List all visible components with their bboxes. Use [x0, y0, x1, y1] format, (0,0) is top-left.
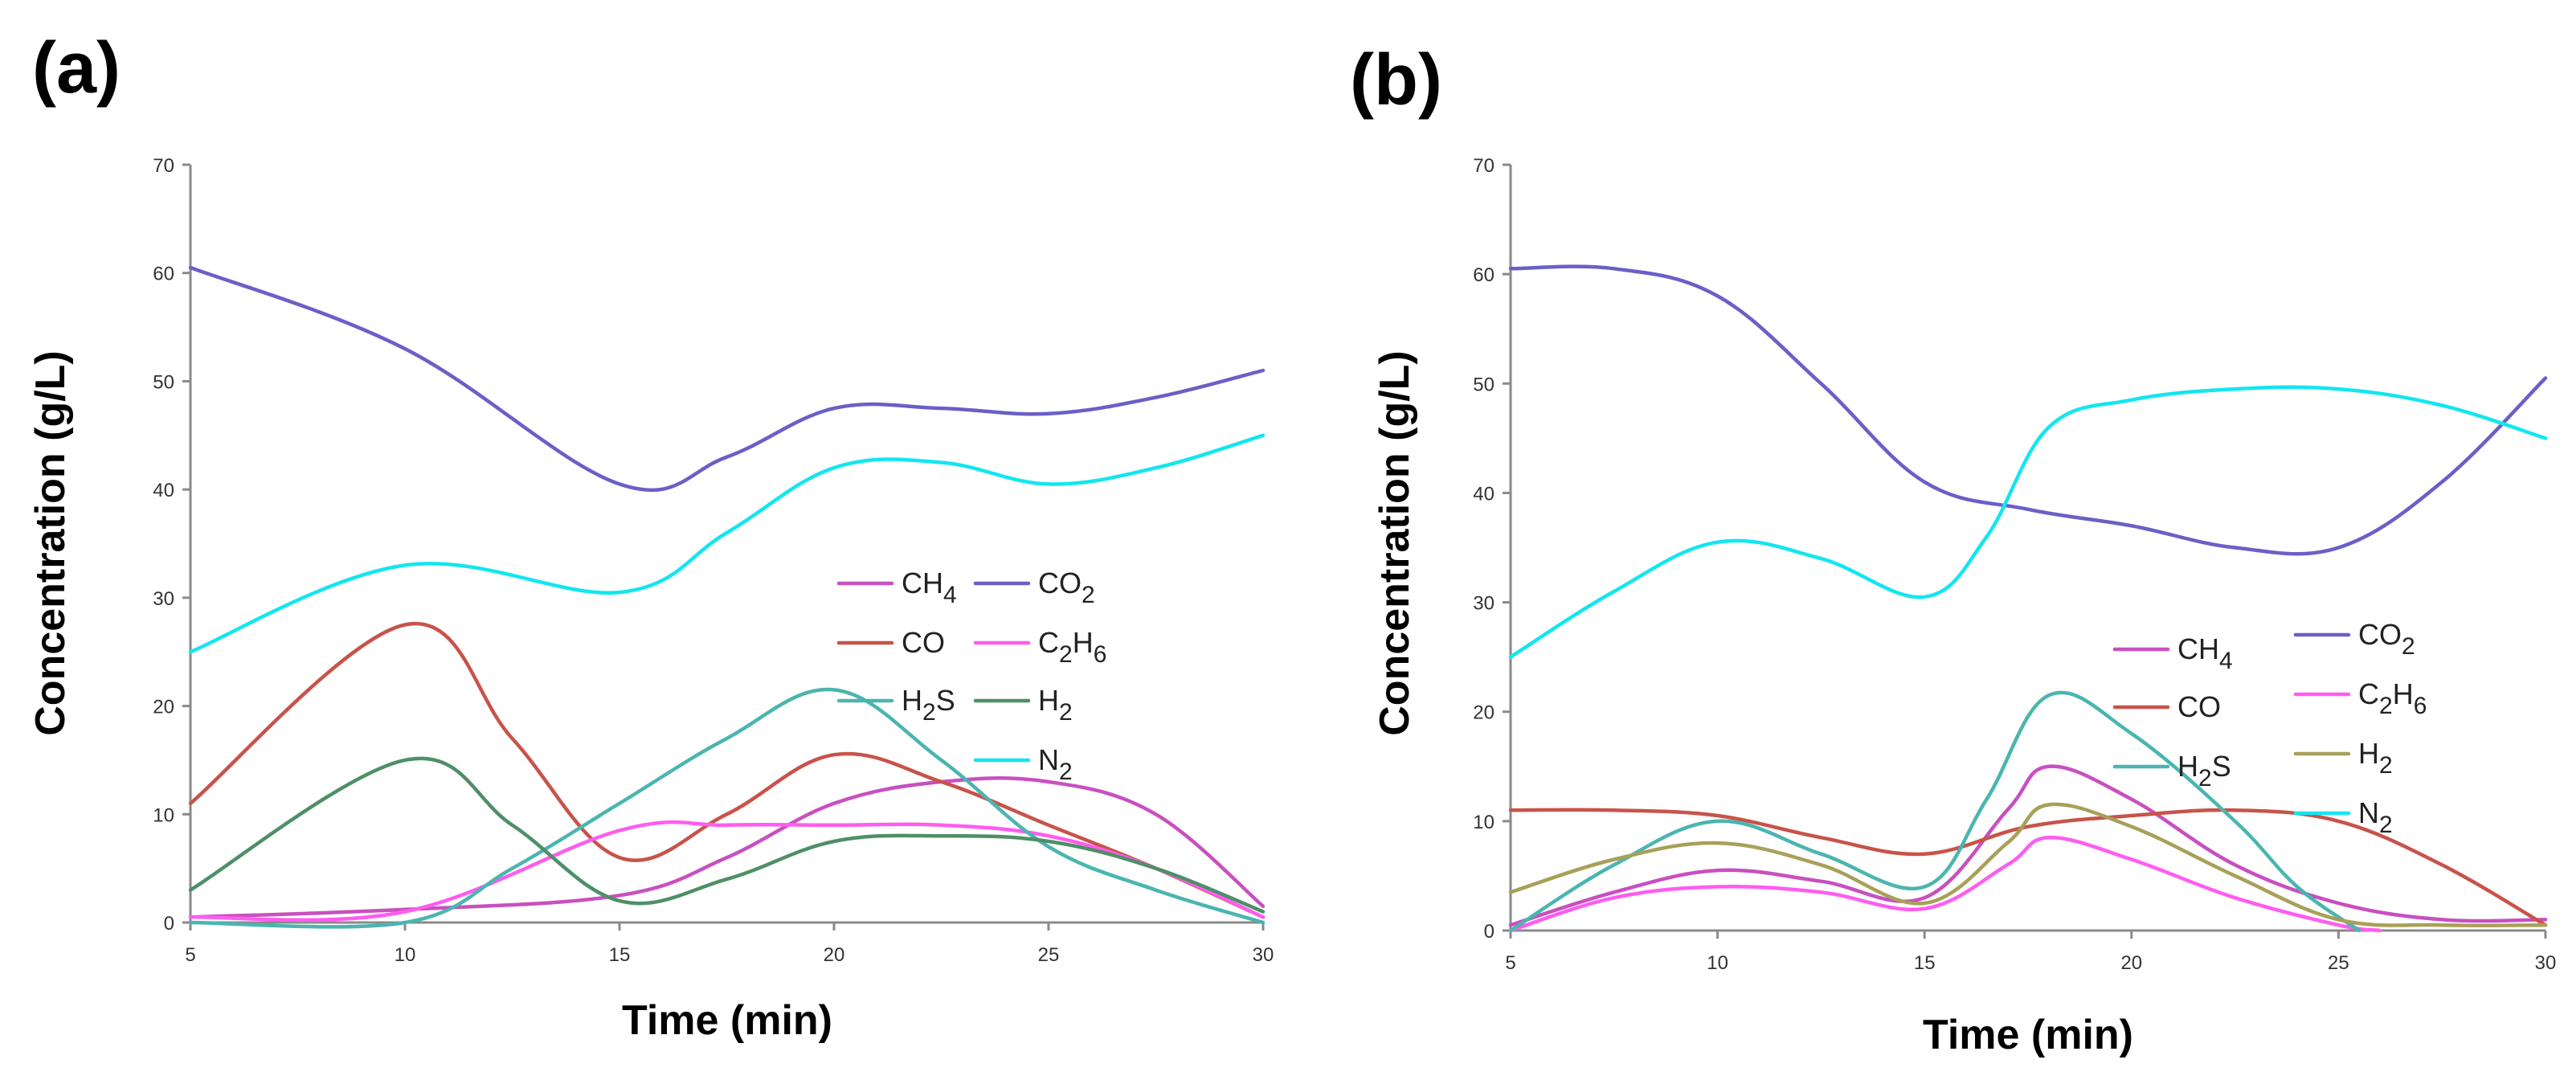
y-tick-label: 30: [1473, 593, 1494, 615]
legend-label-co2: CO2: [2358, 618, 2415, 660]
y-tick-label: 40: [153, 480, 174, 501]
legend-label-part: CO: [2177, 690, 2221, 723]
legend-label-part: CH: [2177, 632, 2219, 665]
legend-label-h2s: H2S: [2177, 750, 2231, 792]
legend-label-part: 2: [2198, 765, 2212, 792]
y-tick-label: 50: [153, 371, 174, 393]
y-axis-title: Concentration (g/L): [1372, 350, 1418, 736]
legend-label-part: 4: [2219, 648, 2233, 674]
x-axis-title: Time (min): [622, 997, 832, 1044]
x-axis-title: Time (min): [1923, 1012, 2133, 1058]
y-tick-label: 10: [1473, 812, 1494, 833]
x-tick-label: 10: [395, 944, 416, 966]
legend-label-part: H: [1073, 626, 1094, 659]
series-line-n2: [1508, 385, 2548, 659]
legend-label-co: CO: [902, 626, 945, 659]
legend-label-n2: N2: [2358, 796, 2393, 838]
legend-label-c2h6: C2H6: [2358, 677, 2427, 719]
legend-label-part: 2: [1059, 759, 1073, 785]
legend-label-h2: H2: [1038, 684, 1073, 726]
x-tick-label: 25: [1038, 944, 1060, 966]
legend-label-part: H: [1038, 684, 1059, 717]
y-tick-label: 40: [1473, 483, 1494, 505]
legend-label-part: C: [1038, 626, 1059, 659]
series-line-c2h6: [188, 820, 1266, 922]
legend-label-part: 6: [2414, 693, 2427, 719]
legend-label-part: H: [902, 684, 922, 717]
y-tick-label: 70: [153, 155, 174, 177]
y-tick-label: 0: [164, 913, 174, 935]
legend-label-part: 2: [2379, 812, 2393, 838]
series-line-co2: [188, 265, 1266, 493]
series-line-co: [188, 621, 1266, 919]
legend-label-part: CO: [2358, 618, 2402, 651]
legend-label-c2h6: C2H6: [1038, 626, 1106, 668]
legend-label-n2: N2: [1038, 743, 1073, 785]
series-line-h2: [1508, 802, 2548, 927]
legend-label-ch4: CH4: [902, 567, 957, 608]
legend-label-part: 2: [2379, 752, 2393, 779]
legend-label-part: C: [2358, 677, 2379, 710]
legend-label-co: CO: [2177, 690, 2221, 723]
x-tick-label: 15: [609, 944, 631, 966]
legend-label-part: 2: [922, 699, 936, 726]
legend-label-part: 2: [1059, 699, 1073, 726]
chart-panel-a: (a) 0 10 20 30 40 50 60 70 5 10 15 20 25 30 Time (min) C…: [27, 28, 1274, 1044]
y-tick-label: 20: [153, 697, 174, 718]
series-line-n2: [188, 433, 1266, 654]
x-tick-label: 30: [2535, 952, 2557, 974]
legend-label-ch4: CH4: [2177, 632, 2233, 674]
series-line-c2h6: [1508, 836, 2382, 933]
y-tick-label: 50: [1473, 374, 1494, 395]
legend-label-part: H: [2393, 677, 2414, 710]
legend-label-co2: CO2: [1038, 567, 1095, 608]
x-tick-label: 20: [2120, 952, 2142, 974]
series-line-ch4: [1508, 764, 2548, 927]
x-tick-label: 10: [1707, 952, 1728, 974]
y-tick-label: 10: [153, 804, 174, 826]
series-line-co2: [1508, 264, 2548, 556]
panel-label: (b): [1350, 40, 1442, 121]
legend-label-h2: H2: [2358, 737, 2393, 779]
series-line-h2: [188, 756, 1266, 914]
x-tick-label: 25: [2328, 952, 2349, 974]
legend-label-part: 4: [943, 582, 957, 608]
y-tick-label: 70: [1473, 155, 1494, 177]
x-tick-label: 30: [1253, 944, 1274, 966]
legend-label-part: H: [2358, 737, 2379, 770]
panel-label: (a): [32, 28, 121, 108]
y-tick-label: 60: [1473, 264, 1494, 286]
legend-label-part: 6: [1094, 641, 1107, 668]
legend-label-part: 2: [1059, 641, 1073, 668]
legend-label-part: N: [1038, 743, 1059, 776]
legend-label-part: CO: [1038, 567, 1082, 599]
x-tick-label: 5: [185, 944, 195, 966]
legend-label-part: 2: [2402, 633, 2415, 660]
y-tick-label: 60: [153, 264, 174, 285]
legend-label-part: H: [2177, 750, 2198, 783]
x-tick-label: 15: [1914, 952, 1936, 974]
legend-label-part: N: [2358, 796, 2379, 829]
x-tick-label: 20: [824, 944, 845, 966]
series-line-co: [1508, 808, 2548, 927]
y-tick-label: 20: [1473, 702, 1494, 724]
legend-label-part: CH: [902, 567, 943, 599]
y-tick-label: 0: [1484, 921, 1494, 943]
y-axis-title: Concentration (g/L): [27, 350, 74, 736]
y-tick-label: 30: [153, 588, 174, 610]
legend-label-part: 2: [1082, 582, 1095, 608]
legend-label-part: CO: [902, 626, 945, 659]
legend-label-part: S: [936, 684, 955, 717]
chart-panel-b: (b) 0 10 20 30 40 50 60 70 5 10 15 20 25 30 Time (min) C…: [1350, 40, 2556, 1058]
series-line-h2s: [188, 687, 1266, 929]
legend-label-part: S: [2212, 750, 2231, 783]
legend-label-part: 2: [2379, 693, 2393, 719]
x-tick-label: 5: [1505, 952, 1515, 974]
series-line-h2s: [1508, 690, 2361, 933]
legend-label-h2s: H2S: [902, 684, 955, 726]
